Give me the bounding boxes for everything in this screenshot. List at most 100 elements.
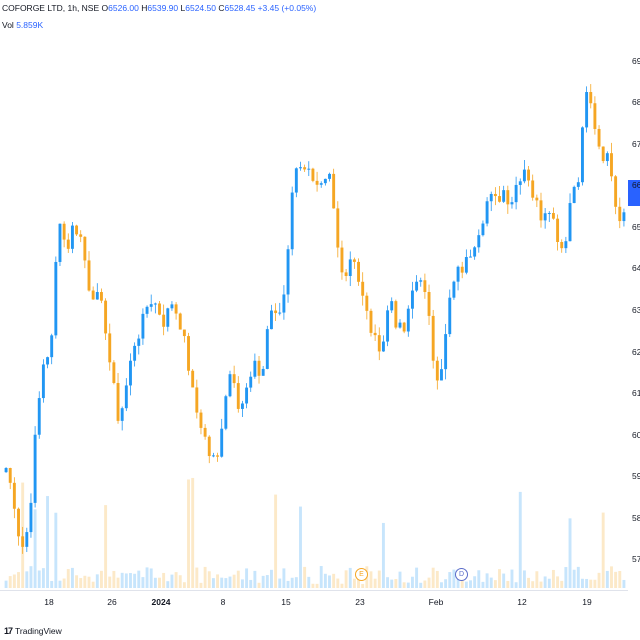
volume-bar — [402, 582, 406, 588]
candle-down — [618, 206, 622, 222]
volume-bar — [539, 581, 543, 588]
candle-down — [66, 239, 70, 249]
volume-bar — [311, 583, 315, 588]
open-value: 6526.00 — [108, 3, 139, 13]
volume-bar — [444, 579, 448, 588]
volume-bar — [54, 512, 58, 588]
volume-bar — [585, 578, 589, 588]
tradingview-logo[interactable]: 17 TradingView — [4, 626, 62, 636]
candle-down — [423, 280, 427, 292]
candle-up — [124, 385, 128, 409]
volume-bar — [245, 568, 249, 588]
volume-bar — [124, 573, 128, 588]
candle-up — [41, 364, 45, 399]
candle-down — [535, 197, 539, 201]
volume-bar — [195, 567, 199, 588]
volume-bar — [485, 573, 489, 588]
candle-down — [91, 290, 95, 300]
volume-legend[interactable]: Vol 5.859K — [2, 20, 43, 31]
candle-up — [54, 261, 58, 336]
candle-down — [365, 295, 369, 311]
candle-up — [129, 360, 132, 386]
candle-up — [419, 280, 423, 282]
candle-down — [340, 247, 344, 273]
symbol-label[interactable]: COFORGE LTD, 1h, NSE — [2, 3, 100, 13]
candle-up — [153, 303, 157, 305]
candle-up — [543, 213, 547, 221]
candle-down — [199, 412, 203, 428]
volume-bar — [481, 581, 485, 588]
volume-bar — [576, 566, 580, 588]
candle-down — [99, 292, 103, 301]
candle-up — [33, 434, 37, 503]
volume-bar — [440, 582, 443, 588]
volume-bar — [207, 571, 211, 588]
price-axis-label: 58 — [632, 512, 640, 523]
candle-up — [328, 173, 331, 179]
candle-down — [311, 168, 315, 181]
candle-up — [576, 182, 580, 187]
candle-up — [390, 301, 394, 311]
time-axis-label: 18 — [44, 597, 54, 607]
volume-bar — [493, 580, 497, 588]
volume-bar — [560, 580, 564, 588]
volume-bar — [464, 581, 468, 588]
candle-down — [21, 536, 25, 547]
volume-bar — [299, 506, 302, 588]
volume-bar — [352, 578, 356, 588]
candle-up — [278, 312, 282, 314]
volume-bar — [390, 579, 394, 588]
price-axis-label: 63 — [632, 305, 640, 315]
volume-bar — [104, 505, 108, 588]
candle-up — [58, 223, 62, 262]
close-value: 6528.45 — [224, 3, 256, 13]
candle-up — [415, 281, 419, 291]
volume-bar — [614, 571, 618, 588]
candle-down — [75, 225, 79, 235]
candle-up — [381, 341, 385, 352]
volume-bar — [286, 580, 290, 588]
volume-bar — [373, 578, 377, 588]
candle-up — [448, 297, 452, 335]
time-axis-label: 26 — [107, 597, 117, 607]
dividend-event-icon[interactable]: D — [455, 568, 468, 581]
volume-bar — [265, 575, 269, 588]
volume-bar — [547, 578, 551, 588]
volume-bar — [170, 574, 174, 588]
volume-bar — [357, 579, 360, 588]
candle-up — [440, 369, 443, 381]
candle-up — [220, 428, 224, 457]
candle-up — [307, 168, 311, 170]
volume-bar — [597, 572, 601, 588]
ohlc-legend[interactable]: COFORGE LTD, 1h, NSE O6526.00 H6539.90 L… — [2, 3, 316, 14]
candle-up — [29, 502, 33, 533]
volume-bar — [108, 576, 112, 588]
volume-value: 5.859K — [16, 20, 44, 30]
candle-down — [236, 383, 240, 409]
volume-bar — [58, 580, 62, 588]
candle-down — [556, 218, 560, 242]
volume-bar — [257, 582, 261, 588]
volume-bar — [187, 479, 190, 588]
candle-up — [469, 256, 472, 258]
time-axis-label: 8 — [220, 597, 226, 607]
candle-down — [182, 329, 186, 337]
volume-bar — [415, 567, 419, 588]
volume-bar — [332, 573, 336, 588]
earnings-event-icon[interactable]: E — [355, 568, 368, 581]
volume-bar — [120, 572, 124, 588]
candle-up — [245, 387, 249, 404]
volume-bar — [8, 576, 12, 588]
candle-up — [564, 241, 568, 249]
candle-down — [344, 272, 348, 276]
volume-bar — [224, 578, 228, 588]
volume-bar — [564, 567, 568, 588]
candle-down — [174, 304, 178, 314]
candle-down — [394, 301, 398, 328]
candle-up — [568, 203, 572, 242]
time-axis-label: 15 — [281, 597, 291, 607]
volume-bar — [182, 582, 186, 588]
candle-up — [510, 202, 514, 205]
